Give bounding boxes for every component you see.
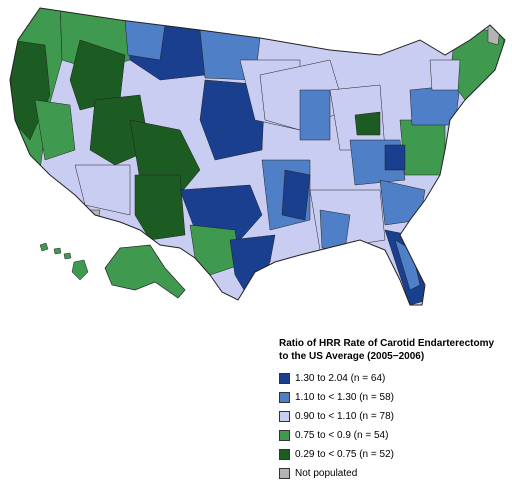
legend-item-2: 1.10 to < 1.30 (n = 58) — [279, 388, 509, 407]
hawaii — [39, 242, 89, 281]
legend-swatch — [279, 468, 290, 479]
map-legend: Ratio of HRR Rate of Carotid Endarterect… — [279, 337, 509, 483]
legend-title: Ratio of HRR Rate of Carotid Endarterect… — [279, 337, 509, 363]
legend-swatch — [279, 430, 290, 441]
legend-label: Not populated — [295, 468, 358, 479]
legend-item-4: 0.75 to < 0.9 (n = 54) — [279, 426, 509, 445]
alaska — [104, 244, 186, 299]
legend-label: 1.10 to < 1.30 (n = 58) — [295, 392, 394, 403]
legend-item-6: Not populated — [279, 464, 509, 483]
legend-label: 0.75 to < 0.9 (n = 54) — [295, 430, 389, 441]
legend-swatch — [279, 392, 290, 403]
legend-label: 1.30 to 2.04 (n = 64) — [295, 373, 386, 384]
legend-label: 0.90 to < 1.10 (n = 78) — [295, 411, 394, 422]
legend-item-1: 1.30 to 2.04 (n = 64) — [279, 369, 509, 388]
legend-title-line2: to the US Average (2005−2006) — [279, 351, 425, 362]
hrr-choropleth-map — [9, 7, 506, 306]
legend-swatch — [279, 449, 290, 460]
legend-item-5: 0.29 to < 0.75 (n = 52) — [279, 445, 509, 464]
legend-swatch — [279, 373, 290, 384]
legend-swatch — [279, 411, 290, 422]
legend-label: 0.29 to < 0.75 (n = 52) — [295, 449, 394, 460]
legend-item-3: 0.90 to < 1.10 (n = 78) — [279, 407, 509, 426]
legend-title-line1: Ratio of HRR Rate of Carotid Endarterect… — [279, 338, 495, 349]
